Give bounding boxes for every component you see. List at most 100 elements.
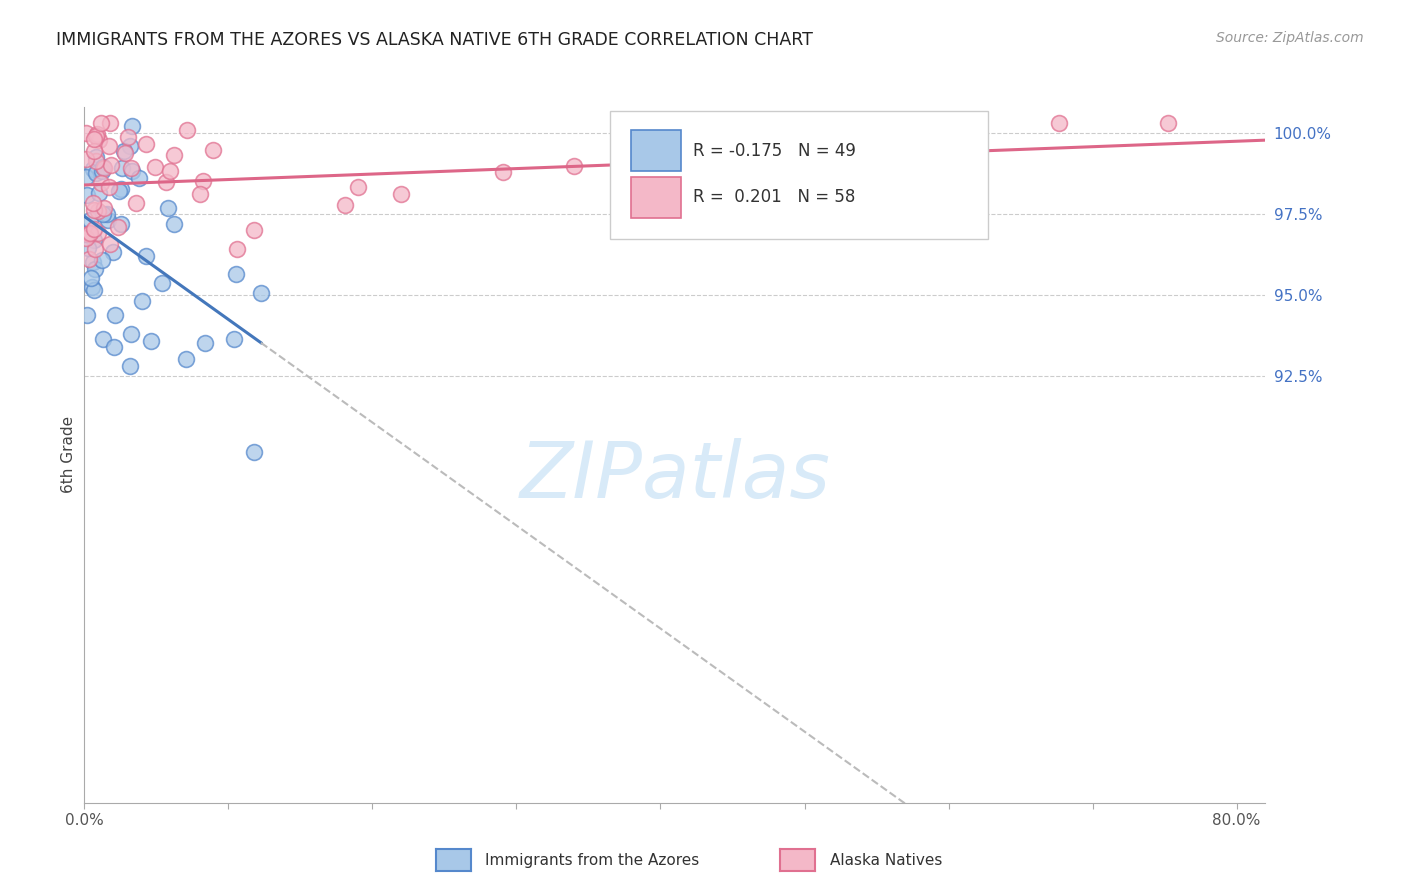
Point [76,187,98,202]
Point [114,145,136,160]
Point [75,126,97,140]
Point [135,137,157,152]
Point [76,308,98,322]
Point [226,242,249,256]
Y-axis label: 6th Grade: 6th Grade [60,417,76,493]
Point [131,293,153,308]
Point [84,150,107,164]
Point [93,161,115,176]
Point [190,187,212,202]
Point [159,164,181,178]
Point [117,130,139,145]
Point [100,158,122,172]
Point [91,332,114,346]
Point [1047,116,1070,130]
Point [83,262,105,277]
Point [83,145,105,159]
Point [492,165,515,179]
Point [86,166,108,180]
Point [82,196,104,211]
Point [783,119,806,133]
Point [155,176,177,190]
Point [176,123,198,137]
Point [191,174,214,188]
Text: Immigrants from the Azores: Immigrants from the Azores [485,854,699,868]
Text: ZIPatlas: ZIPatlas [519,438,831,514]
Point [98,237,121,252]
Point [83,203,105,218]
Point [163,217,186,231]
Point [79,227,101,241]
Point [77,252,100,267]
Point [76,241,98,255]
Point [333,198,356,212]
Point [724,157,747,171]
Point [139,334,162,348]
Point [194,335,217,350]
Point [82,255,104,269]
Text: R =  0.201   N = 58: R = 0.201 N = 58 [693,188,855,206]
Point [108,184,131,198]
Point [80,280,103,294]
Point [91,160,114,174]
Point [111,161,134,176]
Point [90,177,112,191]
FancyBboxPatch shape [631,130,681,171]
Point [877,168,900,182]
Point [83,132,105,146]
Point [101,245,124,260]
Point [93,201,115,215]
Point [250,285,273,300]
Point [79,212,101,227]
Point [163,148,186,162]
Point [90,116,112,130]
FancyBboxPatch shape [610,111,988,239]
Point [891,116,914,130]
Point [86,153,108,168]
Point [75,169,97,184]
Point [110,182,132,196]
Point [90,252,112,267]
Point [83,283,105,297]
Point [83,222,105,236]
Point [174,352,197,367]
Point [103,339,125,353]
Point [86,127,108,141]
Point [224,332,246,346]
Point [243,444,266,458]
Point [80,271,103,285]
Text: R = -0.175   N = 49: R = -0.175 N = 49 [693,142,855,160]
Point [135,249,157,263]
Point [75,230,97,244]
Point [107,219,129,234]
Text: Alaska Natives: Alaska Natives [830,854,942,868]
Point [84,129,107,144]
Point [75,227,97,241]
Point [98,138,121,153]
Text: IMMIGRANTS FROM THE AZORES VS ALASKA NATIVE 6TH GRADE CORRELATION CHART: IMMIGRANTS FROM THE AZORES VS ALASKA NAT… [56,31,813,49]
Point [201,143,224,157]
Point [347,180,370,194]
Point [98,116,121,130]
Point [110,217,132,231]
Point [82,161,104,176]
Point [121,163,143,178]
Point [128,170,150,185]
Point [842,191,865,205]
Point [83,233,105,247]
Point [91,206,114,220]
FancyBboxPatch shape [631,177,681,218]
Text: Source: ZipAtlas.com: Source: ZipAtlas.com [1216,31,1364,45]
Point [120,326,142,341]
Point [83,242,105,256]
Point [87,204,110,219]
Point [96,207,118,221]
Point [1157,116,1180,130]
Point [89,186,111,201]
Point [125,195,148,210]
Point [97,179,120,194]
Point [699,116,721,130]
Point [389,187,412,202]
Point [112,144,135,158]
Point [156,202,179,216]
